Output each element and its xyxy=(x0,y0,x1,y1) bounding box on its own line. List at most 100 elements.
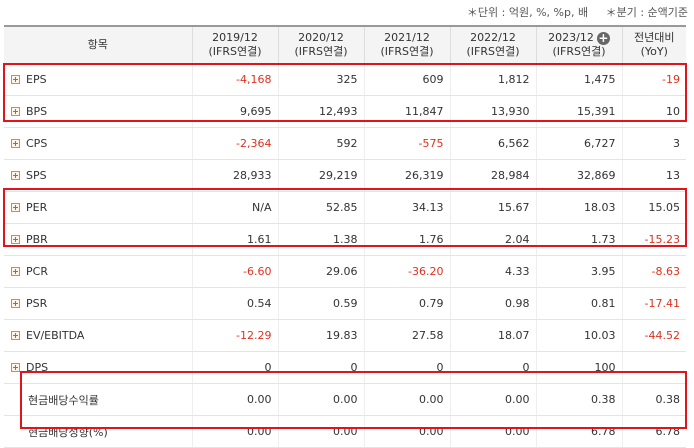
row-label-text: BPS xyxy=(26,105,48,118)
unit-label: ＊단위 : 억원, %, %p, 배 xyxy=(466,6,589,19)
table-row: 현금배당성향(%) 0.00 0.00 0.00 0.00 6.78 6.78 xyxy=(4,415,686,448)
table-row: PCR -6.60 29.06 -36.20 4.33 3.95 -8.63 xyxy=(4,255,686,288)
value-cell: 0.54 xyxy=(191,287,278,320)
value-cell: 19.83 xyxy=(277,319,364,352)
value-cell: -15.23 xyxy=(621,223,686,256)
plus-square-icon[interactable] xyxy=(11,363,20,372)
table-row: EV/EBITDA -12.29 19.83 27.58 18.07 10.03 -44.5… xyxy=(4,319,686,352)
value-cell: 0.00 xyxy=(449,415,536,448)
value-cell: 0 xyxy=(277,351,364,384)
period-label: ＊분기 : 순액기준 xyxy=(605,6,688,19)
value-cell: 11,847 xyxy=(363,95,450,128)
row-label[interactable]: PBR xyxy=(4,223,192,256)
value-cell: 0.00 xyxy=(277,383,364,416)
value-cell: 0 xyxy=(449,351,536,384)
value-cell: 4.33 xyxy=(449,255,536,288)
value-cell: 592 xyxy=(277,127,364,160)
row-label-text: 현금배당수익률 xyxy=(28,393,99,407)
row-label[interactable]: CPS xyxy=(4,127,192,160)
value-cell: -17.41 xyxy=(621,287,686,320)
table-row: PSR 0.54 0.59 0.79 0.98 0.81 -17.41 xyxy=(4,287,686,320)
value-cell: 0.00 xyxy=(191,415,278,448)
value-cell: 0.38 xyxy=(621,383,686,416)
header-2019: 2019/12 (IFRS연결) xyxy=(191,25,278,64)
value-cell: 0.00 xyxy=(277,415,364,448)
value-cell: 325 xyxy=(277,63,364,96)
value-cell: 26,319 xyxy=(363,159,450,192)
plus-square-icon[interactable] xyxy=(11,235,20,244)
value-cell: 100 xyxy=(535,351,622,384)
value-cell: 34.13 xyxy=(363,191,450,224)
plus-square-icon[interactable] xyxy=(11,267,20,276)
value-cell xyxy=(621,351,686,384)
plus-circle-icon[interactable]: + xyxy=(596,30,610,45)
row-label-text: CPS xyxy=(26,137,48,150)
value-cell: -575 xyxy=(363,127,450,160)
value-cell: 1.38 xyxy=(277,223,364,256)
value-cell: 29,219 xyxy=(277,159,364,192)
row-label[interactable]: PCR xyxy=(4,255,192,288)
value-cell: -12.29 xyxy=(191,319,278,352)
plus-square-icon[interactable] xyxy=(11,299,20,308)
table-row: EPS -4,168 325 609 1,812 1,475 -19 xyxy=(4,63,686,96)
row-label[interactable]: BPS xyxy=(4,95,192,128)
value-cell: 13 xyxy=(621,159,686,192)
plus-square-icon[interactable] xyxy=(11,139,20,148)
row-label-text: PSR xyxy=(26,297,48,310)
row-label-text: 현금배당성향(%) xyxy=(28,425,108,439)
row-label-text: PCR xyxy=(26,265,48,278)
value-cell: 15.67 xyxy=(449,191,536,224)
value-cell: 0.98 xyxy=(449,287,536,320)
value-cell: 29.06 xyxy=(277,255,364,288)
value-cell: 0.38 xyxy=(535,383,622,416)
value-cell: 0 xyxy=(363,351,450,384)
units-note: ＊단위 : 억원, %, %p, 배 ＊분기 : 순액기준 xyxy=(453,4,688,20)
value-cell: 0.59 xyxy=(277,287,364,320)
row-label[interactable]: EPS xyxy=(4,63,192,96)
value-cell: 1.73 xyxy=(535,223,622,256)
row-label-text: EPS xyxy=(26,73,47,86)
plus-square-icon[interactable] xyxy=(11,331,20,340)
row-label: 현금배당수익률 xyxy=(4,383,192,416)
value-cell: 13,930 xyxy=(449,95,536,128)
value-cell: 0.81 xyxy=(535,287,622,320)
row-label[interactable]: EV/EBITDA xyxy=(4,319,192,352)
value-cell: 6.78 xyxy=(621,415,686,448)
value-cell: 9,695 xyxy=(191,95,278,128)
value-cell: 1.61 xyxy=(191,223,278,256)
header-item: 항목 xyxy=(4,25,192,64)
plus-square-icon[interactable] xyxy=(11,171,20,180)
row-label[interactable]: SPS xyxy=(4,159,192,192)
value-cell: 2.04 xyxy=(449,223,536,256)
header-2023: 2023/12 + (IFRS연결) xyxy=(535,25,622,64)
table-row: BPS 9,695 12,493 11,847 13,930 15,391 10 xyxy=(4,95,686,128)
table-row: PBR 1.61 1.38 1.76 2.04 1.73 -15.23 xyxy=(4,223,686,256)
plus-square-icon[interactable] xyxy=(11,107,20,116)
value-cell: 10.03 xyxy=(535,319,622,352)
table-row: PER N/A 52.85 34.13 15.67 18.03 15.05 xyxy=(4,191,686,224)
value-cell: 18.03 xyxy=(535,191,622,224)
row-label-text: PBR xyxy=(26,233,48,246)
value-cell: 1,475 xyxy=(535,63,622,96)
value-cell: 0 xyxy=(191,351,278,384)
row-label-text: SPS xyxy=(26,169,47,182)
row-label[interactable]: PER xyxy=(4,191,192,224)
value-cell: -2,364 xyxy=(191,127,278,160)
plus-square-icon[interactable] xyxy=(11,203,20,212)
value-cell: 3 xyxy=(621,127,686,160)
header-row: 항목 2019/12 (IFRS연결) 2020/12 (IFRS연결) 2021/… xyxy=(4,25,686,64)
value-cell: 6,727 xyxy=(535,127,622,160)
value-cell: -6.60 xyxy=(191,255,278,288)
value-cell: 12,493 xyxy=(277,95,364,128)
financial-ratio-table: 항목 2019/12 (IFRS연결) 2020/12 (IFRS연결) 2021/… xyxy=(4,25,686,448)
value-cell: 27.58 xyxy=(363,319,450,352)
table-row: DPS 0 0 0 0 100 xyxy=(4,351,686,384)
row-label: 현금배당성향(%) xyxy=(4,415,192,448)
header-2020: 2020/12 (IFRS연결) xyxy=(277,25,364,64)
value-cell: 28,933 xyxy=(191,159,278,192)
value-cell: -44.52 xyxy=(621,319,686,352)
value-cell: 6.78 xyxy=(535,415,622,448)
row-label[interactable]: PSR xyxy=(4,287,192,320)
plus-square-icon[interactable] xyxy=(11,75,20,84)
row-label[interactable]: DPS xyxy=(4,351,192,384)
